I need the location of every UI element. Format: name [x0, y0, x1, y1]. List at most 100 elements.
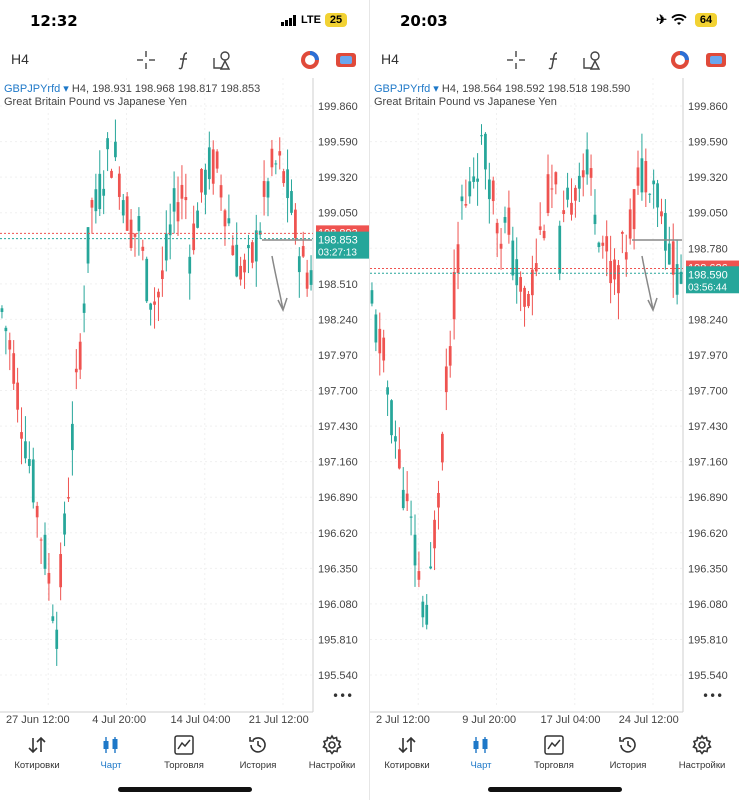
price-axis-label: 197.430 — [318, 421, 358, 433]
price-axis-label: 197.970 — [688, 350, 728, 362]
price-axis-label: 196.620 — [688, 528, 728, 540]
candle-body — [460, 196, 464, 202]
candle-body — [160, 270, 164, 280]
price-axis-label: 198.780 — [688, 243, 728, 255]
tab-chart[interactable]: Чарт — [444, 730, 518, 778]
candle-body — [180, 184, 184, 199]
tab-trade[interactable]: Торговля — [147, 730, 221, 778]
indicators-icon[interactable] — [542, 48, 566, 72]
symbol-dropdown-icon[interactable]: ▾ — [60, 83, 72, 95]
candle-body — [667, 243, 671, 265]
candle-body — [632, 189, 636, 230]
candle-body — [671, 241, 675, 275]
signals-icon[interactable] — [668, 48, 692, 72]
objects-icon[interactable] — [580, 48, 604, 72]
time-axis-label: 27 Jun 12:00 — [6, 714, 70, 726]
signals-icon[interactable] — [298, 48, 322, 72]
quotes-icon — [398, 736, 416, 754]
candle-body — [519, 277, 523, 292]
candle-body — [370, 290, 374, 304]
candlestick-chart[interactable]: 199.860199.590199.320199.050198.780198.5… — [0, 78, 369, 730]
tab-chart[interactable]: Чарт — [74, 730, 148, 778]
battery-badge: 64 — [695, 13, 717, 27]
candle-body — [546, 174, 550, 213]
candle-body — [223, 210, 227, 227]
network-type: LTE — [301, 14, 321, 26]
candle-body — [231, 245, 235, 256]
candle-body — [247, 244, 250, 249]
chart-icon — [473, 737, 488, 753]
candle-body — [282, 171, 286, 184]
candle-body — [0, 308, 4, 312]
candle-body — [503, 217, 507, 223]
timeframe-button[interactable]: H4 — [381, 51, 399, 67]
crosshair-icon[interactable] — [134, 48, 158, 72]
candle-body — [51, 616, 55, 621]
candle-body — [20, 432, 23, 439]
tab-settings[interactable]: Настройки — [295, 730, 369, 778]
chat-icon[interactable] — [704, 48, 728, 72]
objects-icon[interactable] — [210, 48, 234, 72]
crosshair-icon[interactable] — [504, 48, 528, 72]
candle-body — [145, 258, 149, 302]
tab-history[interactable]: История — [221, 730, 295, 778]
tab-settings[interactable]: Настройки — [665, 730, 739, 778]
candle-body — [235, 244, 239, 277]
trade-icon — [544, 735, 564, 755]
candle-countdown: 03:27:13 — [318, 248, 357, 259]
candle-body — [558, 225, 562, 274]
settings-icon — [322, 734, 342, 755]
battery-badge: 25 — [325, 13, 347, 27]
candle-body — [409, 516, 413, 518]
price-chart[interactable]: 199.860199.590199.320199.050198.780198.5… — [370, 78, 739, 730]
tab-quotes[interactable]: Котировки — [0, 730, 74, 778]
candle-body — [433, 519, 436, 549]
chart-toolbar: H4 — [0, 40, 369, 78]
symbol-dropdown-icon[interactable]: ▾ — [430, 83, 442, 95]
candle-body — [153, 301, 156, 305]
price-chart[interactable]: 199.860199.590199.320199.050198.780198.5… — [0, 78, 369, 730]
candle-body — [27, 459, 31, 466]
quotes-icon — [28, 736, 46, 754]
timeframe-button[interactable]: H4 — [11, 51, 29, 67]
more-menu-icon[interactable]: ••• — [702, 689, 723, 703]
symbol-name[interactable]: GBPJPYrfd — [374, 83, 431, 95]
symbol-name[interactable]: GBPJPYrfd — [4, 83, 61, 95]
candle-body — [401, 489, 405, 509]
candle-body — [417, 571, 421, 580]
candle-body — [448, 346, 452, 366]
price-axis-label: 196.350 — [318, 563, 358, 575]
tab-trade[interactable]: Торговля — [517, 730, 591, 778]
candle-body — [574, 187, 577, 201]
candle-body — [679, 271, 683, 284]
candle-body — [585, 149, 589, 175]
chart-toolbar: H4 — [370, 40, 739, 78]
candle-body — [47, 572, 51, 584]
candle-body — [215, 151, 219, 169]
time-axis-label: 4 Jul 20:00 — [92, 714, 146, 726]
price-axis-label: 197.430 — [688, 421, 728, 433]
candle-body — [476, 178, 479, 182]
ohlc-values: H4, 198.931 198.968 198.817 198.853 — [71, 83, 261, 95]
candle-body — [628, 209, 632, 239]
chat-icon[interactable] — [334, 48, 358, 72]
tab-history[interactable]: История — [591, 730, 665, 778]
more-menu-icon[interactable]: ••• — [332, 689, 353, 703]
candle-body — [67, 497, 70, 499]
candle-body — [43, 534, 47, 569]
settings-icon — [692, 734, 712, 755]
candle-body — [192, 223, 196, 251]
candle-body — [149, 303, 153, 310]
current-price-badge — [316, 231, 369, 259]
indicators-icon[interactable] — [172, 48, 196, 72]
tab-quotes[interactable]: Котировки — [370, 730, 444, 778]
candle-body — [35, 505, 39, 518]
candle-body — [266, 181, 270, 198]
candle-body — [106, 138, 109, 150]
trade-icon — [174, 735, 194, 755]
candle-body — [157, 291, 160, 298]
candle-body — [378, 328, 382, 354]
candle-body — [472, 176, 476, 182]
candle-body — [624, 252, 628, 260]
candlestick-chart[interactable]: 199.860199.590199.320199.050198.780198.5… — [370, 78, 739, 730]
